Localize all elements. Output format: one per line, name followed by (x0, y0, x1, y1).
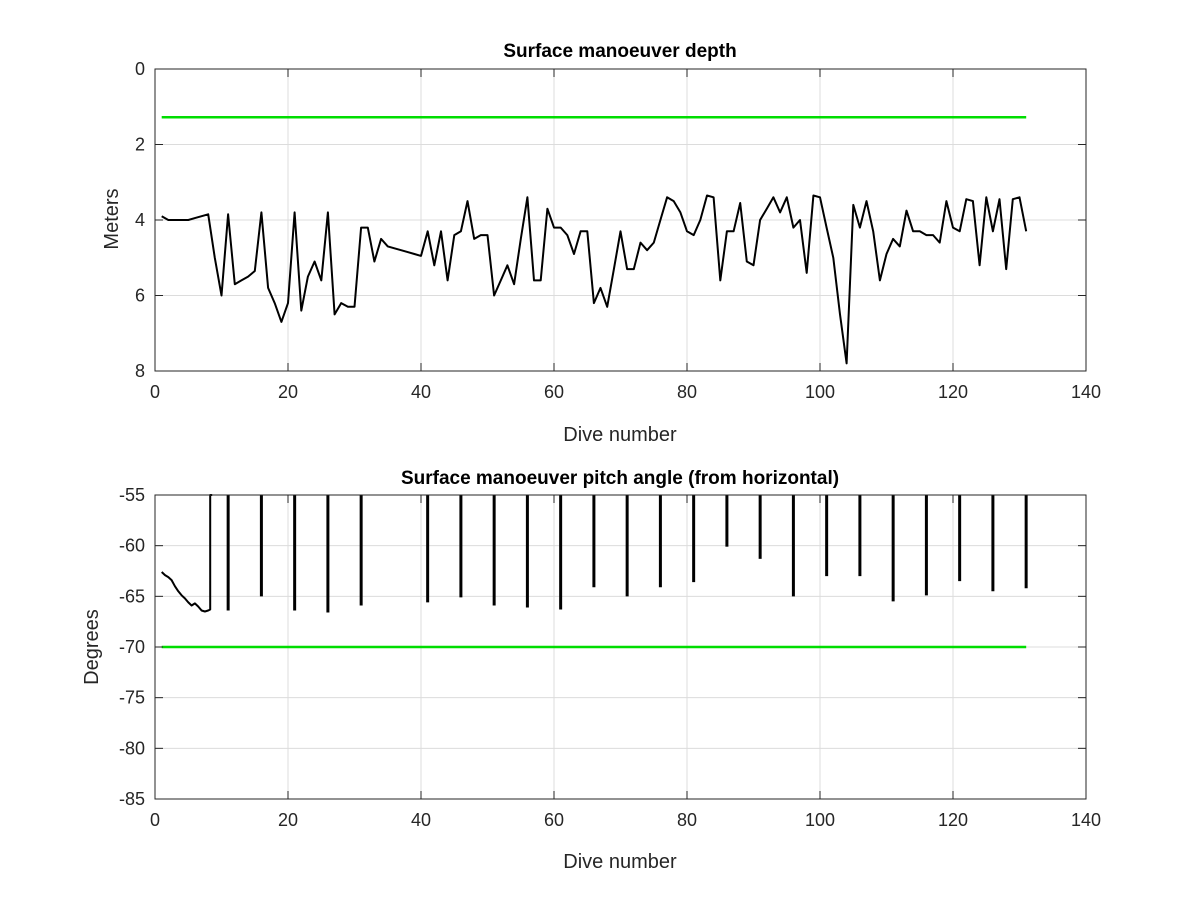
y-tick-label: -60 (119, 536, 145, 556)
y-tick-label: -55 (119, 485, 145, 505)
depth-chart-xlabel: Dive number (563, 424, 677, 446)
x-tick-label: 60 (544, 810, 564, 830)
x-tick-label: 140 (1071, 810, 1101, 830)
depth-chart-ylabel: Meters (101, 188, 123, 249)
x-tick-label: 80 (677, 382, 697, 402)
x-tick-label: 140 (1071, 382, 1101, 402)
y-tick-label: 0 (135, 59, 145, 79)
y-tick-label: 2 (135, 135, 145, 155)
y-tick-label: 6 (135, 286, 145, 306)
data-series-line (161, 194, 1028, 365)
y-tick-label: -85 (119, 789, 145, 809)
y-tick-label: 4 (135, 210, 145, 230)
depth-chart: Surface manoeuver depth Dive number Mete… (101, 41, 1101, 446)
x-tick-label: 40 (411, 382, 431, 402)
y-tick-label: -80 (119, 738, 145, 758)
x-tick-label: 100 (805, 382, 835, 402)
x-tick-label: 0 (150, 382, 160, 402)
x-tick-label: 40 (411, 810, 431, 830)
x-tick-label: 60 (544, 382, 564, 402)
x-tick-label: 120 (938, 382, 968, 402)
y-tick-label: 8 (135, 361, 145, 381)
y-tick-label: -75 (119, 688, 145, 708)
pitch-chart-xlabel: Dive number (563, 851, 677, 873)
depth-chart-title: Surface manoeuver depth (503, 41, 736, 62)
x-tick-label: 0 (150, 810, 160, 830)
pitch-chart-ylabel: Degrees (81, 609, 103, 685)
pitch-chart: Surface manoeuver pitch angle (from hori… (81, 468, 1101, 873)
x-tick-label: 100 (805, 810, 835, 830)
x-tick-label: 20 (278, 810, 298, 830)
y-tick-label: -70 (119, 637, 145, 657)
x-tick-label: 120 (938, 810, 968, 830)
data-series-line (161, 494, 213, 613)
pitch-chart-title: Surface manoeuver pitch angle (from hori… (401, 468, 839, 489)
y-tick-label: -65 (119, 586, 145, 606)
x-tick-label: 20 (278, 382, 298, 402)
x-tick-label: 80 (677, 810, 697, 830)
